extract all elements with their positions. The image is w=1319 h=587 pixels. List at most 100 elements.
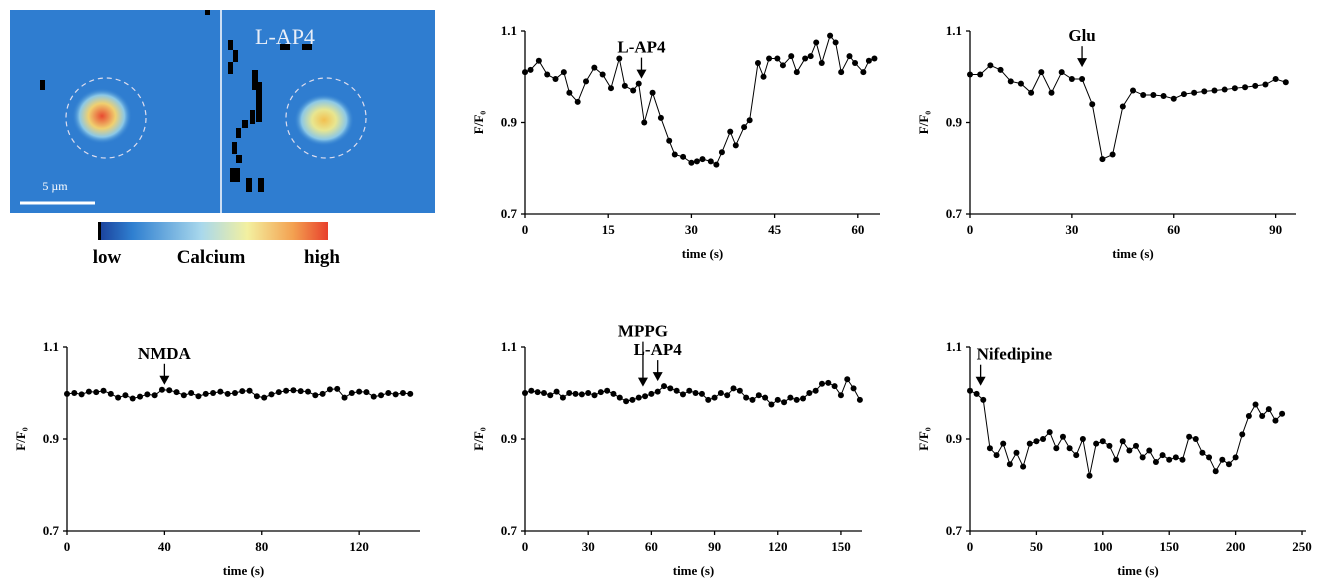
data-point (617, 395, 623, 401)
data-point (1193, 436, 1199, 442)
data-point (1100, 438, 1106, 444)
data-point (629, 397, 635, 403)
data-point (585, 390, 591, 396)
data-point (808, 53, 814, 59)
data-point (838, 392, 844, 398)
data-point (1126, 448, 1132, 454)
data-point (1206, 454, 1212, 460)
data-point (1120, 438, 1126, 444)
data-point (852, 60, 858, 66)
data-point (1020, 464, 1026, 470)
data-point (667, 385, 673, 391)
data-point (363, 389, 369, 395)
data-point (1160, 452, 1166, 458)
data-point (819, 381, 825, 387)
data-line (970, 391, 1282, 476)
data-point (378, 392, 384, 398)
data-point (1106, 443, 1112, 449)
data-point (623, 398, 629, 404)
data-point (1053, 445, 1059, 451)
data-point (705, 397, 711, 403)
data-point (851, 385, 857, 391)
x-axis-label: time (s) (1112, 246, 1154, 261)
data-point (1130, 87, 1136, 93)
data-point (122, 392, 128, 398)
data-point (261, 395, 267, 401)
data-point (573, 391, 579, 397)
data-point (101, 388, 107, 394)
x-tick-label: 120 (768, 539, 788, 554)
figure: L-AP4 5 µm low Calcium high 0.70.91.1015… (0, 0, 1319, 587)
x-tick-label: 0 (967, 539, 974, 554)
annotation-label: NMDA (138, 344, 192, 363)
data-point (749, 397, 755, 403)
data-point (536, 58, 542, 64)
data-point (528, 67, 534, 73)
data-point (1201, 88, 1207, 94)
data-point (727, 129, 733, 135)
data-point (1000, 441, 1006, 447)
x-tick-label: 200 (1226, 539, 1246, 554)
data-point (591, 65, 597, 71)
data-point (268, 391, 274, 397)
data-point (1060, 434, 1066, 440)
data-point (1099, 156, 1105, 162)
x-tick-label: 45 (768, 222, 782, 237)
data-point (575, 99, 581, 105)
data-point (159, 387, 165, 393)
chart-panel: 0.70.91.104080120time (s)F/F₀NMDA (13, 339, 420, 578)
colorbar-edge (98, 222, 101, 240)
data-point (774, 55, 780, 61)
data-point (688, 160, 694, 166)
data-point (356, 389, 362, 395)
x-tick-label: 60 (645, 539, 658, 554)
data-point (987, 62, 993, 68)
data-point (566, 90, 572, 96)
data-point (1028, 90, 1034, 96)
annotation-arrowhead (1077, 58, 1087, 67)
x-tick-label: 120 (349, 539, 369, 554)
data-point (680, 154, 686, 160)
x-tick-label: 150 (831, 539, 851, 554)
data-point (188, 390, 194, 396)
data-point (1080, 436, 1086, 442)
data-point (305, 389, 311, 395)
annotation-arrowhead (976, 377, 986, 386)
data-point (743, 395, 749, 401)
chart-panel: 0.70.91.10306090120150time (s)F/F₀MPPGL-… (471, 322, 863, 578)
data-point (535, 389, 541, 395)
x-tick-label: 90 (1269, 222, 1282, 237)
data-point (560, 395, 566, 401)
data-point (1259, 413, 1265, 419)
data-point (1093, 441, 1099, 447)
data-point (592, 392, 598, 398)
data-point (1181, 91, 1187, 97)
data-point (130, 396, 136, 402)
y-tick-label: 0.9 (501, 115, 518, 130)
data-point (1246, 413, 1252, 419)
scale-bar-label: 5 µm (42, 179, 68, 193)
data-point (1273, 76, 1279, 82)
data-point (407, 391, 413, 397)
data-point (64, 391, 70, 397)
data-point (648, 391, 654, 397)
data-point (217, 389, 223, 395)
y-tick-label: 1.1 (43, 339, 59, 354)
data-point (604, 388, 610, 394)
data-point (1213, 468, 1219, 474)
data-point (642, 393, 648, 399)
data-point (699, 391, 705, 397)
data-point (712, 395, 718, 401)
data-point (1133, 443, 1139, 449)
data-point (655, 389, 661, 395)
data-point (700, 156, 706, 162)
data-point (541, 390, 547, 396)
x-tick-label: 80 (255, 539, 268, 554)
data-point (522, 390, 528, 396)
data-point (547, 392, 553, 398)
x-tick-label: 15 (602, 222, 616, 237)
data-point (1283, 79, 1289, 85)
data-point (719, 149, 725, 155)
data-point (1279, 411, 1285, 417)
